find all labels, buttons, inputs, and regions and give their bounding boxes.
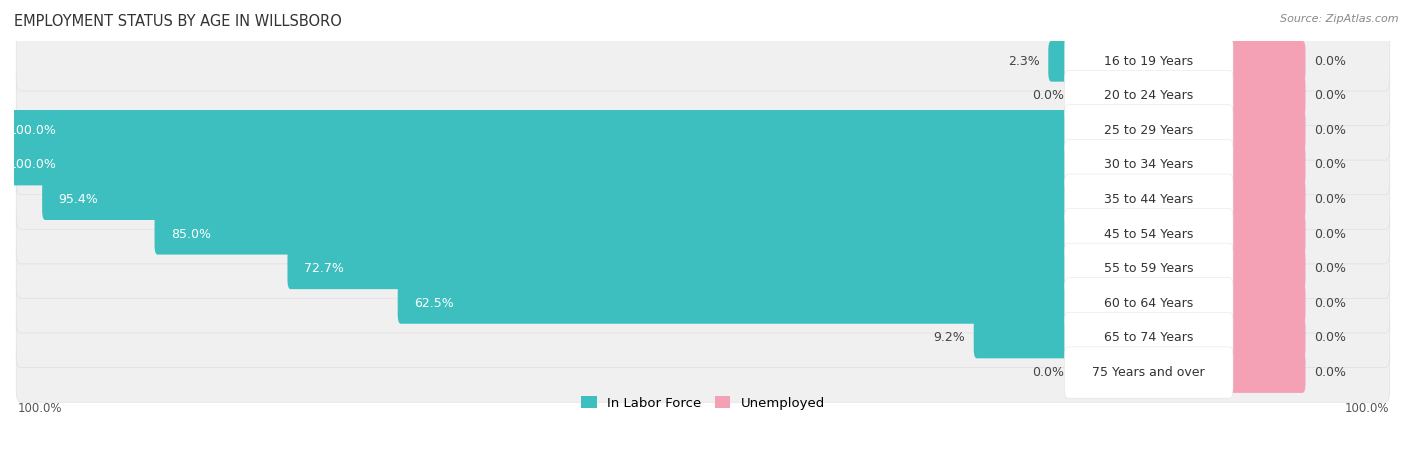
- FancyBboxPatch shape: [1064, 209, 1233, 260]
- Text: 0.0%: 0.0%: [1315, 124, 1346, 137]
- Text: Source: ZipAtlas.com: Source: ZipAtlas.com: [1281, 14, 1399, 23]
- FancyBboxPatch shape: [1225, 318, 1306, 358]
- Text: 85.0%: 85.0%: [170, 228, 211, 241]
- FancyBboxPatch shape: [1064, 105, 1233, 156]
- Text: EMPLOYMENT STATUS BY AGE IN WILLSBORO: EMPLOYMENT STATUS BY AGE IN WILLSBORO: [14, 14, 342, 28]
- FancyBboxPatch shape: [17, 343, 1389, 402]
- FancyBboxPatch shape: [1225, 76, 1306, 116]
- FancyBboxPatch shape: [398, 283, 1073, 324]
- FancyBboxPatch shape: [1225, 352, 1306, 393]
- Text: 0.0%: 0.0%: [1032, 90, 1064, 102]
- Text: 0.0%: 0.0%: [1315, 228, 1346, 241]
- Text: 100.0%: 100.0%: [8, 158, 56, 171]
- Text: 0.0%: 0.0%: [1315, 158, 1346, 171]
- Text: 16 to 19 Years: 16 to 19 Years: [1104, 55, 1194, 68]
- FancyBboxPatch shape: [17, 274, 1389, 333]
- FancyBboxPatch shape: [287, 248, 1073, 289]
- FancyBboxPatch shape: [1064, 70, 1233, 122]
- FancyBboxPatch shape: [17, 32, 1389, 91]
- FancyBboxPatch shape: [17, 204, 1389, 264]
- Text: 2.3%: 2.3%: [1008, 55, 1039, 68]
- FancyBboxPatch shape: [17, 66, 1389, 126]
- Text: 0.0%: 0.0%: [1315, 331, 1346, 344]
- FancyBboxPatch shape: [1225, 179, 1306, 220]
- FancyBboxPatch shape: [1225, 110, 1306, 151]
- FancyBboxPatch shape: [1225, 283, 1306, 324]
- Text: 65 to 74 Years: 65 to 74 Years: [1104, 331, 1194, 344]
- Text: 30 to 34 Years: 30 to 34 Years: [1104, 158, 1194, 171]
- Text: 72.7%: 72.7%: [304, 262, 343, 275]
- FancyBboxPatch shape: [17, 170, 1389, 230]
- Legend: In Labor Force, Unemployed: In Labor Force, Unemployed: [575, 391, 831, 415]
- Text: 55 to 59 Years: 55 to 59 Years: [1104, 262, 1194, 275]
- FancyBboxPatch shape: [974, 318, 1073, 358]
- Text: 45 to 54 Years: 45 to 54 Years: [1104, 228, 1194, 241]
- Text: 0.0%: 0.0%: [1032, 366, 1064, 379]
- Text: 100.0%: 100.0%: [8, 124, 56, 137]
- Text: 75 Years and over: 75 Years and over: [1092, 366, 1205, 379]
- FancyBboxPatch shape: [1064, 312, 1233, 364]
- Text: 35 to 44 Years: 35 to 44 Years: [1104, 193, 1194, 206]
- FancyBboxPatch shape: [155, 214, 1073, 255]
- Text: 0.0%: 0.0%: [1315, 90, 1346, 102]
- FancyBboxPatch shape: [17, 101, 1389, 160]
- FancyBboxPatch shape: [1064, 278, 1233, 329]
- FancyBboxPatch shape: [17, 308, 1389, 368]
- Text: 20 to 24 Years: 20 to 24 Years: [1104, 90, 1194, 102]
- FancyBboxPatch shape: [0, 110, 1073, 151]
- Text: 0.0%: 0.0%: [1315, 366, 1346, 379]
- Text: 100.0%: 100.0%: [17, 402, 62, 415]
- FancyBboxPatch shape: [0, 144, 1073, 185]
- Text: 60 to 64 Years: 60 to 64 Years: [1104, 297, 1194, 310]
- FancyBboxPatch shape: [1049, 41, 1073, 81]
- Text: 25 to 29 Years: 25 to 29 Years: [1104, 124, 1194, 137]
- FancyBboxPatch shape: [1225, 41, 1306, 81]
- FancyBboxPatch shape: [42, 179, 1073, 220]
- Text: 62.5%: 62.5%: [413, 297, 454, 310]
- FancyBboxPatch shape: [17, 239, 1389, 298]
- Text: 95.4%: 95.4%: [59, 193, 98, 206]
- Text: 9.2%: 9.2%: [934, 331, 965, 344]
- FancyBboxPatch shape: [1064, 36, 1233, 87]
- FancyBboxPatch shape: [1225, 248, 1306, 289]
- Text: 0.0%: 0.0%: [1315, 262, 1346, 275]
- Text: 100.0%: 100.0%: [1344, 402, 1389, 415]
- Text: 0.0%: 0.0%: [1315, 297, 1346, 310]
- FancyBboxPatch shape: [1225, 144, 1306, 185]
- Text: 0.0%: 0.0%: [1315, 193, 1346, 206]
- FancyBboxPatch shape: [1064, 174, 1233, 225]
- FancyBboxPatch shape: [1064, 243, 1233, 294]
- FancyBboxPatch shape: [1225, 214, 1306, 255]
- FancyBboxPatch shape: [17, 135, 1389, 195]
- FancyBboxPatch shape: [1064, 140, 1233, 191]
- FancyBboxPatch shape: [1064, 347, 1233, 398]
- Text: 0.0%: 0.0%: [1315, 55, 1346, 68]
